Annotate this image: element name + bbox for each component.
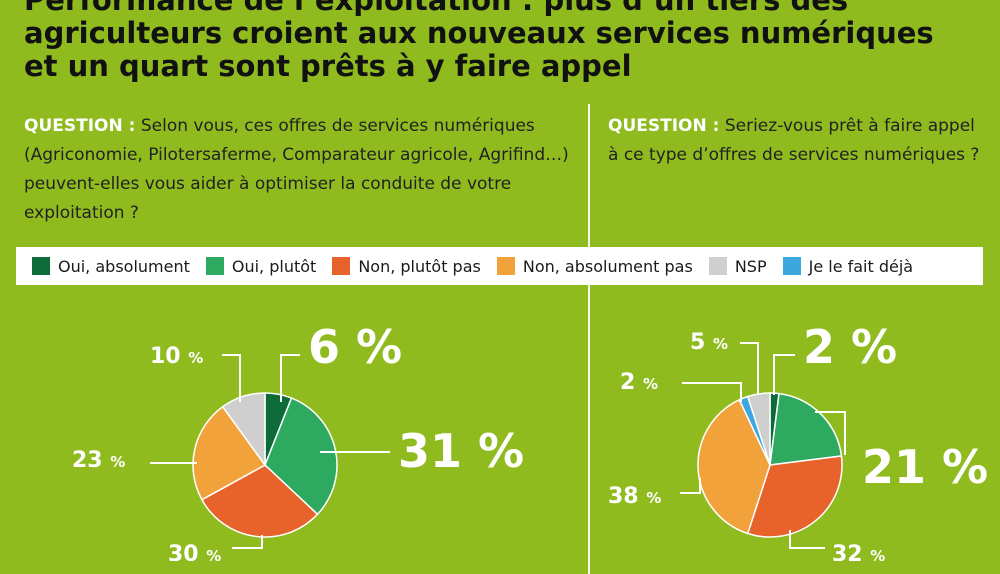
legend-label: Non, plutôt pas	[358, 256, 481, 276]
title-line-1: Performance de l’exploitation : plus d’u…	[24, 0, 849, 17]
legend-swatch	[32, 257, 50, 275]
slice-value-label: 6 %	[308, 320, 402, 374]
leader-line	[680, 478, 701, 494]
legend-label: Je le fait déjà	[808, 256, 914, 276]
leader-line	[280, 354, 300, 402]
legend-swatch	[496, 257, 515, 275]
slice-value-label: 21 %	[862, 440, 988, 494]
leader-line	[789, 530, 825, 549]
slice-value-label: 38 %	[608, 484, 661, 509]
slice-value-label: 10 %	[150, 344, 203, 369]
legend-item: NSP	[708, 256, 767, 276]
pie-chart: 6 % 31 % 30 % 23 % 10 %	[72, 320, 524, 561]
legend-item: Non, absolument pas	[496, 256, 693, 276]
legend-item: Non, plutôt pas	[332, 257, 481, 276]
legend-swatch	[708, 257, 727, 275]
legend-item: Oui, absolument	[32, 257, 190, 276]
column-divider	[588, 104, 590, 574]
leader-line	[222, 354, 241, 402]
pie-slice	[221, 392, 266, 468]
legend-item: Oui, plutôt	[205, 256, 317, 276]
legend-swatch	[332, 257, 351, 275]
legend-label: Oui, absolument	[58, 256, 190, 276]
legend-item: Je le fait déjà	[782, 256, 914, 276]
pie-slice	[264, 397, 338, 516]
pie-slice	[746, 455, 843, 538]
legend-swatch	[205, 257, 224, 275]
title-line-3: et un quart sont prêts à y faire appel	[24, 49, 632, 83]
legend-label: Non, absolument pas	[522, 256, 693, 276]
leader-line	[740, 342, 759, 395]
slice-value-label: 32 %	[832, 542, 885, 561]
pie-charts: 6 % 31 % 30 % 23 % 10 % 2 % 21 % 32 % 38 % 2 % 5 %	[72, 320, 988, 561]
slice-value-label: 2 %	[620, 370, 658, 395]
question-left: QUESTION : Selon vous, ces offres de ser…	[24, 112, 584, 228]
question-label: QUESTION :	[608, 116, 720, 136]
legend-label: NSP	[734, 256, 767, 276]
pie-slice	[192, 405, 267, 501]
question-right: QUESTION : Seriez-vous prêt à faire appe…	[608, 112, 988, 170]
title-line-2: agriculteurs croient aux nouveaux servic…	[24, 16, 934, 50]
slice-value-label: 5 %	[690, 330, 728, 355]
question-text: Seriez-vous prêt à faire appel à ce type…	[608, 116, 980, 165]
pie-slice	[769, 392, 843, 466]
leader-line	[815, 411, 846, 455]
pie-chart: 2 % 21 % 32 % 38 % 2 % 5 %	[608, 320, 988, 561]
leader-line	[232, 535, 263, 549]
slice-value-label: 2 %	[803, 320, 897, 374]
page-title: Performance de l’exploitation : plus d’u…	[24, 0, 984, 83]
legend-label: Oui, plutôt	[231, 256, 317, 276]
legend-swatch	[782, 257, 801, 275]
pie-slice	[200, 464, 319, 538]
slice-value-label: 31 %	[398, 424, 524, 478]
slice-value-label: 23 %	[72, 448, 125, 473]
legend: Oui, absolument Oui, plutôt Non, plutôt …	[16, 247, 983, 285]
leader-line	[682, 382, 742, 402]
question-label: QUESTION :	[24, 116, 136, 136]
slice-value-label: 30 %	[168, 542, 221, 561]
pie-slice	[697, 398, 771, 535]
question-text: Selon vous, ces offres de services numér…	[24, 116, 569, 223]
leader-line	[773, 354, 795, 395]
